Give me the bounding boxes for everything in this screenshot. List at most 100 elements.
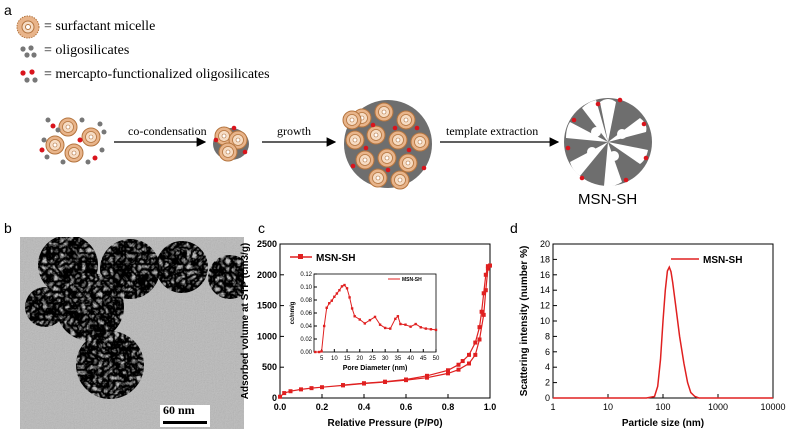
isotherm-point [481,312,486,317]
isotherm-point [404,377,408,382]
inset-point [325,306,328,309]
inset-point [434,328,438,332]
isotherm-point [460,359,465,364]
synthesis-scheme [16,15,652,190]
isotherm-point [282,391,287,396]
legend-mercapto-oligosilicates: = mercapto-functionalized oligosilicates [44,67,270,82]
y-tick-label: 1500 [257,301,277,311]
inset-x-tick-label: 45 [420,356,427,362]
isotherm-point [483,288,488,293]
x-tick-label: 1.0 [484,402,497,412]
legend-label: MSN-SH [703,255,742,266]
y-tick-label: 18 [540,254,550,264]
inset-point [373,315,377,319]
tem-micrograph [20,237,244,429]
inset-y-tick-label: 0.02 [300,337,312,343]
isotherm-point [477,325,482,330]
isotherm-point [473,352,478,357]
nanoparticle-clusters [25,237,244,399]
inset-point [368,318,372,322]
panel-label-a: a [4,2,12,18]
inset-point [389,327,392,330]
inset-y-tick-label: 0.10 [300,285,312,291]
inset-point [322,324,326,328]
y-tick-label: 2500 [257,239,277,249]
y-axis-label: Scattering intensity (number %) [519,246,530,397]
grown-particle [342,100,432,190]
inset-x-tick-label: 25 [369,356,376,362]
isotherm-point [467,352,471,357]
y-tick-label: 1000 [257,331,277,341]
x-tick-label: 10 [603,402,613,412]
x-tick-label: 0.0 [274,402,287,412]
inset-point [396,315,400,318]
inset-point [383,326,387,330]
isotherm-point [479,309,484,314]
panel-label-d: d [510,220,518,236]
isotherm-point [456,367,461,372]
inset-point [429,328,433,331]
inset-point [414,322,417,326]
isotherm-point [383,379,387,384]
x-tick-label: 10000 [760,402,785,412]
isotherm-point [446,371,450,376]
inset-y-tick-label: 0.00 [300,350,312,356]
inset-x-tick-label: 15 [344,356,351,362]
y-tick-label: 10 [540,316,550,326]
y-tick-label: 0 [545,393,550,403]
y-tick-label: 500 [262,362,277,372]
legend-marker [298,254,303,259]
inset-frame [313,273,437,353]
inset-x-tick-label: 20 [356,356,363,362]
size-distribution-line [553,265,773,399]
x-tick-label: 0.8 [442,402,455,412]
inset-x-tick-label: 40 [407,356,414,362]
inset-y-tick-label: 0.08 [300,298,312,304]
x-tick-label: 0.6 [400,402,413,412]
y-tick-label: 2000 [257,270,277,280]
inset-x-tick-label: 30 [382,356,389,362]
inset-point [314,350,317,354]
isotherm-point [320,385,324,390]
isotherm-point [473,340,478,345]
isotherm-point [481,291,486,296]
product-label: MSN-SH [578,191,638,208]
inset-point [333,295,336,298]
inset-point [419,326,422,329]
scale-bar [163,421,207,424]
x-tick-label: 1000 [708,402,728,412]
inset-point [343,283,346,287]
isotherm-line-1 [342,265,491,386]
oligosilicate-dots-icon [20,45,37,58]
isotherm-point [467,361,471,366]
inset-y-axis-label: cc/nm/g [290,301,296,324]
inset-point [330,299,333,302]
isotherm-point [341,383,345,388]
inset-point [378,323,382,326]
inset-point [404,323,407,326]
mercapto-dots-icon [20,69,38,83]
isotherm-point [299,387,303,392]
y-tick-label: 4 [545,362,550,372]
y-tick-label: 2 [545,378,550,388]
panel-label-b: b [4,220,12,236]
inset-legend-label: MSN-SH [402,277,422,283]
inset-point [340,285,344,288]
inset-point [338,289,341,292]
inset-x-axis-label: Pore Diameter (nm) [343,365,408,372]
inset-x-tick-label: 10 [331,356,338,362]
isotherm-point [309,386,314,391]
x-axis-label: Relative Pressure (P/P0) [327,418,442,429]
isotherm-point [446,368,450,373]
inset-x-tick-label: 35 [395,356,402,362]
isotherm-point [483,272,488,277]
precursor-mixture [39,117,107,165]
isotherm-point [278,394,282,399]
inset-point [345,287,349,290]
y-tick-label: 0 [272,393,277,403]
legend-label: MSN-SH [316,253,355,264]
inset-x-tick-label: 5 [320,356,324,362]
micelle-icon [16,15,40,39]
y-axis-label: Adsorbed volume at STP (cm3/g) [240,243,251,400]
y-tick-label: 16 [540,270,550,280]
